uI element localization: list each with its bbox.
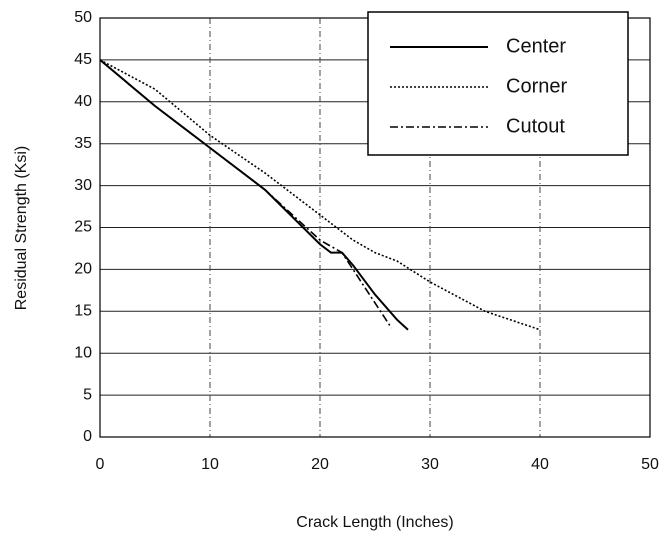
legend-label: Center (506, 35, 566, 57)
y-tick-label: 25 (74, 219, 92, 236)
y-tick-label: 15 (74, 303, 92, 320)
y-tick-label: 10 (74, 344, 92, 361)
x-tick-label: 30 (421, 456, 439, 473)
series-line (99, 59, 393, 329)
x-tick-label: 10 (201, 456, 219, 473)
y-tick-label: 30 (74, 177, 92, 194)
y-tick-label: 20 (74, 261, 92, 278)
x-axis-label: Crack Length (Inches) (296, 514, 453, 531)
y-tick-label: 50 (74, 9, 92, 26)
series-line (99, 59, 409, 331)
y-tick-label: 45 (74, 51, 92, 68)
y-tick-label: 0 (83, 428, 92, 445)
y-axis-label: Residual Strength (Ksi) (13, 146, 30, 311)
x-tick-label: 50 (641, 456, 659, 473)
x-tick-label: 40 (531, 456, 549, 473)
y-tick-label: 35 (74, 135, 92, 152)
y-tick-label: 5 (83, 386, 92, 403)
legend-label: Corner (506, 75, 567, 97)
legend-label: Cutout (506, 115, 565, 137)
series-line (99, 59, 541, 331)
y-tick-label: 40 (74, 93, 92, 110)
x-tick-label: 20 (311, 456, 329, 473)
x-tick-label: 0 (96, 456, 105, 473)
legend-box (367, 11, 629, 156)
